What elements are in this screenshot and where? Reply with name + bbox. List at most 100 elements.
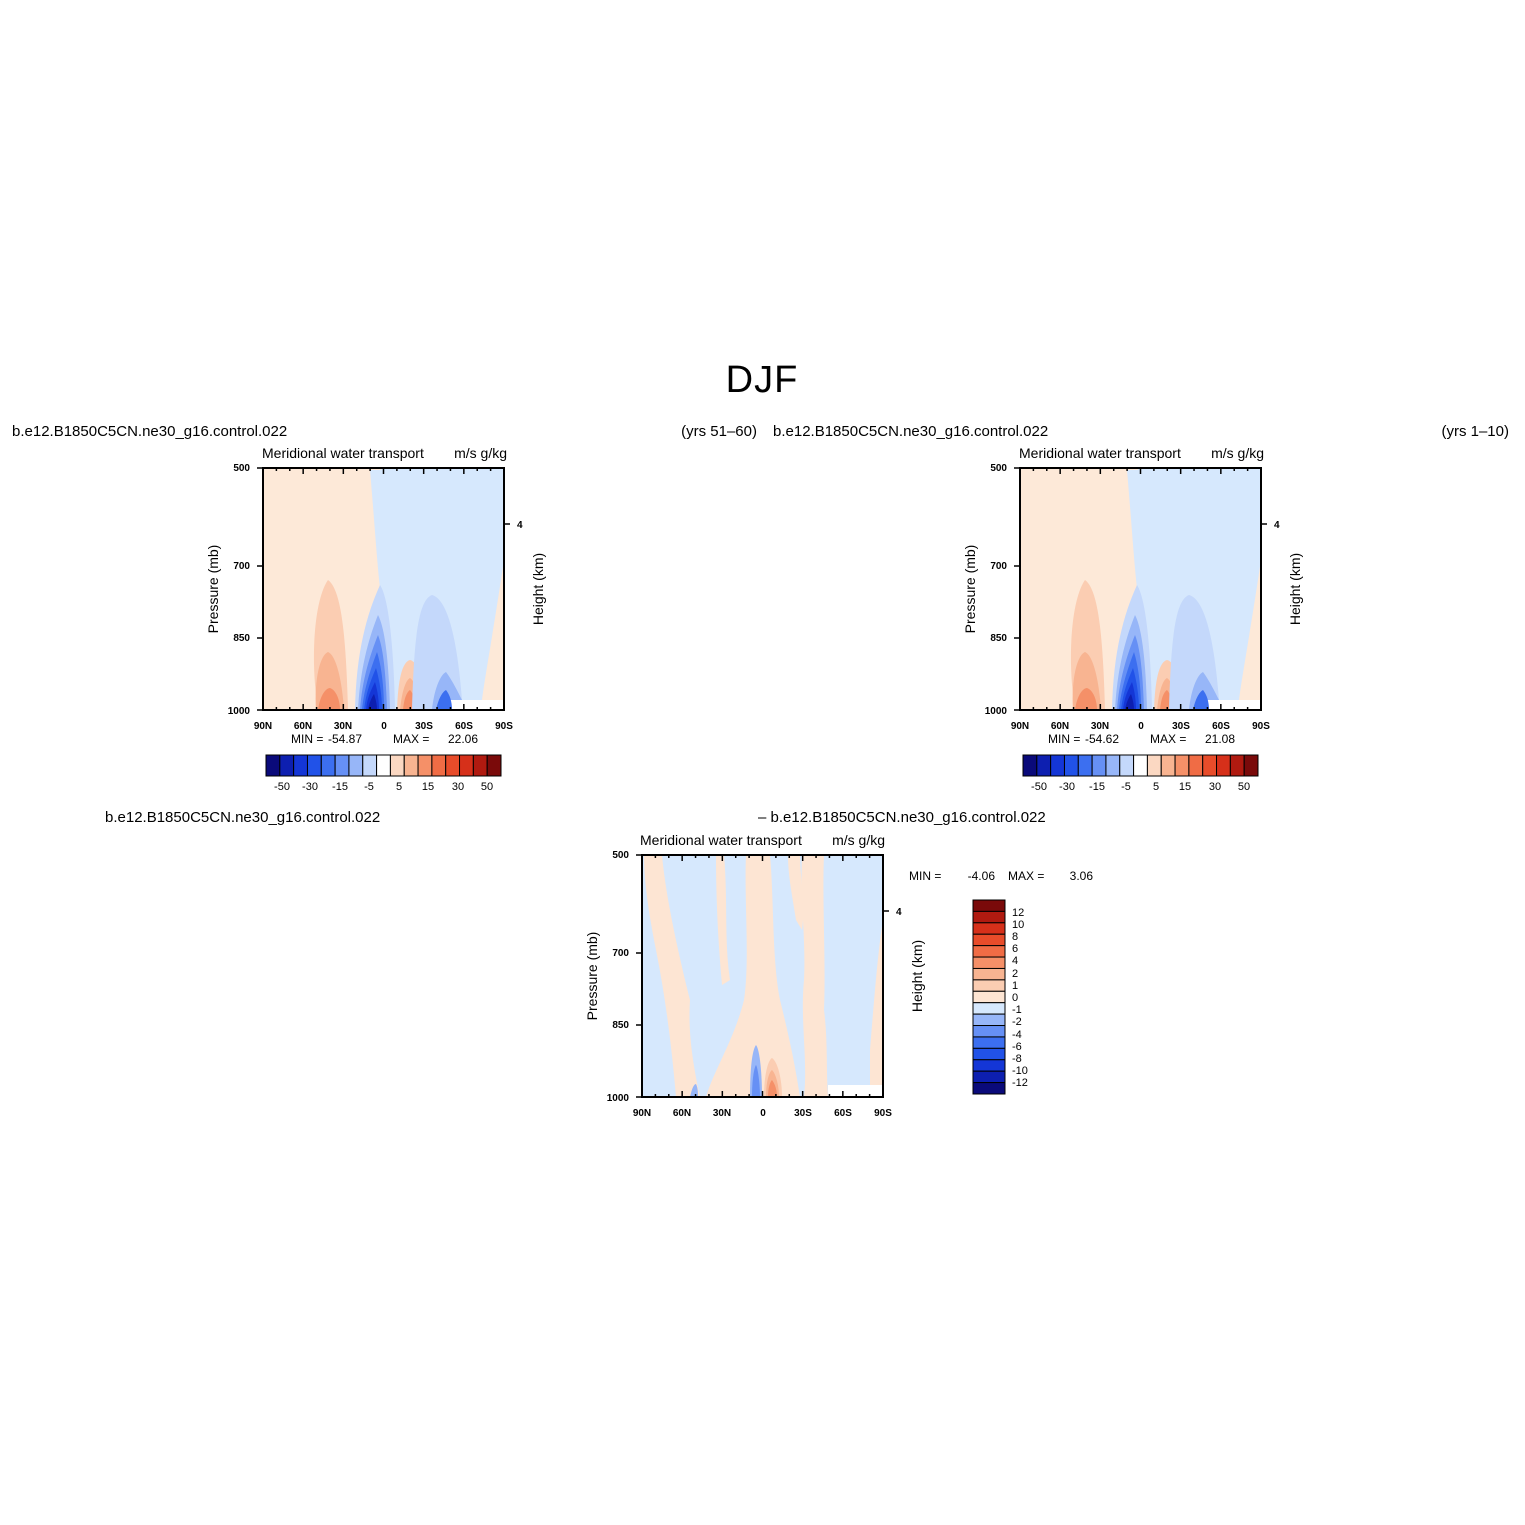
colorbar-top-right-swatch bbox=[1188, 754, 1204, 777]
units-top-left: m/s g/kg bbox=[454, 445, 507, 461]
x-tick-60s-top-right: 60S bbox=[1212, 721, 1230, 732]
x-tick-30s-bottom: 30S bbox=[794, 1108, 812, 1119]
colorbar-top-left-swatch bbox=[445, 754, 461, 777]
cb-label-bottom-7: 1 bbox=[1012, 980, 1018, 992]
max-value-top-left: 22.06 bbox=[448, 732, 478, 746]
case-name-top-left: b.e12.B1850C5CN.ne30_g16.control.022 bbox=[12, 423, 287, 440]
cb-label-top-right-2: -30 bbox=[1059, 781, 1075, 793]
cb-label-top-right-4: -5 bbox=[1121, 781, 1131, 793]
colorbar-top-left-swatch bbox=[320, 754, 336, 777]
colorbar-top-left-swatch bbox=[293, 754, 308, 777]
min-value-top-left: -54.87 bbox=[328, 732, 362, 746]
y-tick-500-top-left: 500 bbox=[233, 463, 250, 474]
cb-label-top-right-7: 30 bbox=[1209, 781, 1221, 793]
cb-label-bottom-14: -10 bbox=[1012, 1065, 1028, 1077]
colorbar-top-left-swatch bbox=[403, 754, 419, 777]
x-tick-0-bottom: 0 bbox=[760, 1108, 766, 1119]
cb-label-top-right-3: -15 bbox=[1089, 781, 1105, 793]
colorbar-top-left-swatch bbox=[265, 754, 281, 777]
colorbar-bottom-swatch bbox=[972, 956, 1006, 969]
years-top-left: (yrs 51–60) bbox=[681, 423, 757, 440]
colorbar-top-right-swatch bbox=[1174, 754, 1190, 777]
colorbar-top-left-swatch bbox=[348, 754, 364, 777]
cb-label-bottom-12: -6 bbox=[1012, 1041, 1022, 1053]
y-tick-1000-top-left: 1000 bbox=[228, 706, 251, 717]
colorbar-top-right-swatch bbox=[1022, 754, 1038, 777]
x-tick-60n-bottom: 60N bbox=[673, 1108, 691, 1119]
colorbar-bottom-swatch bbox=[972, 1025, 1006, 1038]
case-name-top-right: b.e12.B1850C5CN.ne30_g16.control.022 bbox=[773, 423, 1048, 440]
x-tick-30n-top-left: 30N bbox=[334, 721, 352, 732]
min-label-bottom: MIN = bbox=[909, 869, 941, 883]
colorbar-top-right-swatch bbox=[1091, 754, 1107, 777]
cb-label-top-right-6: 15 bbox=[1179, 781, 1191, 793]
max-value-top-right: 21.08 bbox=[1205, 732, 1235, 746]
colorbar-top-right-swatch bbox=[1243, 754, 1259, 777]
cb-label-top-right-5: 5 bbox=[1153, 781, 1159, 793]
y-tick-850-bottom: 850 bbox=[612, 1020, 629, 1031]
cb-label-top-right-8: 50 bbox=[1238, 781, 1250, 793]
colorbar-bottom-swatch bbox=[972, 979, 1006, 992]
plot-title-top-left: Meridional water transport bbox=[262, 445, 424, 461]
colorbar-bottom-swatch bbox=[972, 990, 1006, 1004]
colorbar-top-left-swatch bbox=[362, 754, 378, 777]
right-axis-label-bottom: Height (km) bbox=[909, 940, 925, 1012]
min-value-top-right: -54.62 bbox=[1085, 732, 1119, 746]
colorbar-bottom-swatch bbox=[972, 967, 1006, 981]
cb-label-bottom-15: -12 bbox=[1012, 1077, 1028, 1089]
cb-label-bottom-4: 6 bbox=[1012, 943, 1018, 955]
x-tick-90n-top-left: 90N bbox=[254, 721, 272, 732]
y-axis-label-top-left: Pressure (mb) bbox=[205, 545, 221, 634]
max-label-bottom: MAX = bbox=[1008, 869, 1044, 883]
contour-field-bottom bbox=[642, 855, 883, 1097]
colorbar-top-right-swatch bbox=[1077, 754, 1093, 777]
case-name-bottom-left: b.e12.B1850C5CN.ne30_g16.control.022 bbox=[105, 809, 380, 826]
colorbar-top-right-swatch bbox=[1146, 754, 1162, 777]
cb-label-top-left-6: 15 bbox=[422, 781, 434, 793]
units-top-right: m/s g/kg bbox=[1211, 445, 1264, 461]
colorbar-bottom-swatch bbox=[972, 1013, 1006, 1027]
colorbar-top-left-swatch bbox=[279, 754, 295, 777]
colorbar-top-right-swatch bbox=[1229, 754, 1245, 777]
y-axis-label-bottom: Pressure (mb) bbox=[584, 932, 600, 1021]
colorbar-top-left-swatch bbox=[459, 754, 474, 777]
colorbar-bottom-swatch bbox=[972, 899, 1006, 912]
colorbar-top-left-swatch bbox=[486, 754, 502, 777]
right-tick-4-top-left: 4 bbox=[517, 520, 523, 531]
colorbar-bottom-swatch bbox=[972, 910, 1006, 924]
x-tick-0-top-left: 0 bbox=[381, 721, 387, 732]
cb-label-bottom-2: 10 bbox=[1012, 919, 1024, 931]
case-name-bottom-right: – b.e12.B1850C5CN.ne30_g16.control.022 bbox=[758, 809, 1046, 826]
right-axis-label-top-right: Height (km) bbox=[1287, 553, 1303, 625]
colorbar-bottom-swatch bbox=[972, 1070, 1006, 1084]
x-tick-90n-top-right: 90N bbox=[1011, 721, 1029, 732]
x-tick-60s-bottom: 60S bbox=[834, 1108, 852, 1119]
x-tick-90s-bottom: 90S bbox=[874, 1108, 892, 1119]
units-bottom: m/s g/kg bbox=[832, 832, 885, 848]
colorbar-top-left-swatch bbox=[389, 754, 405, 777]
colorbar-top-right-swatch bbox=[1036, 754, 1052, 777]
y-tick-1000-top-right: 1000 bbox=[985, 706, 1008, 717]
plot-title-bottom: Meridional water transport bbox=[640, 832, 802, 848]
cb-label-bottom-5: 4 bbox=[1012, 955, 1018, 967]
panel-bottom-difference: b.e12.B1850C5CN.ne30_g16.control.022 – b… bbox=[105, 809, 1093, 1119]
x-tick-30s-top-left: 30S bbox=[415, 721, 433, 732]
x-tick-30s-top-right: 30S bbox=[1172, 721, 1190, 732]
cb-label-bottom-13: -8 bbox=[1012, 1053, 1022, 1065]
colorbar-top-left-swatch bbox=[472, 754, 488, 777]
colorbar-bottom-swatch bbox=[972, 933, 1006, 947]
min-label-top-right: MIN = bbox=[1048, 732, 1080, 746]
max-label-top-right: MAX = bbox=[1150, 732, 1186, 746]
y-tick-1000-bottom: 1000 bbox=[607, 1093, 630, 1104]
axis-ticks-top-left bbox=[257, 467, 510, 711]
right-tick-4-bottom: 4 bbox=[896, 907, 902, 918]
colorbar-bottom-swatch bbox=[972, 1082, 1006, 1095]
cb-label-top-left-1: -50 bbox=[274, 781, 290, 793]
colorbar-bottom-swatch bbox=[972, 945, 1006, 958]
x-tick-30n-top-right: 30N bbox=[1091, 721, 1109, 732]
y-tick-700-top-left: 700 bbox=[233, 561, 250, 572]
colorbar-top-right-swatch bbox=[1105, 754, 1121, 777]
colorbar-top-right-swatch bbox=[1133, 754, 1148, 777]
x-tick-60s-top-left: 60S bbox=[455, 721, 473, 732]
